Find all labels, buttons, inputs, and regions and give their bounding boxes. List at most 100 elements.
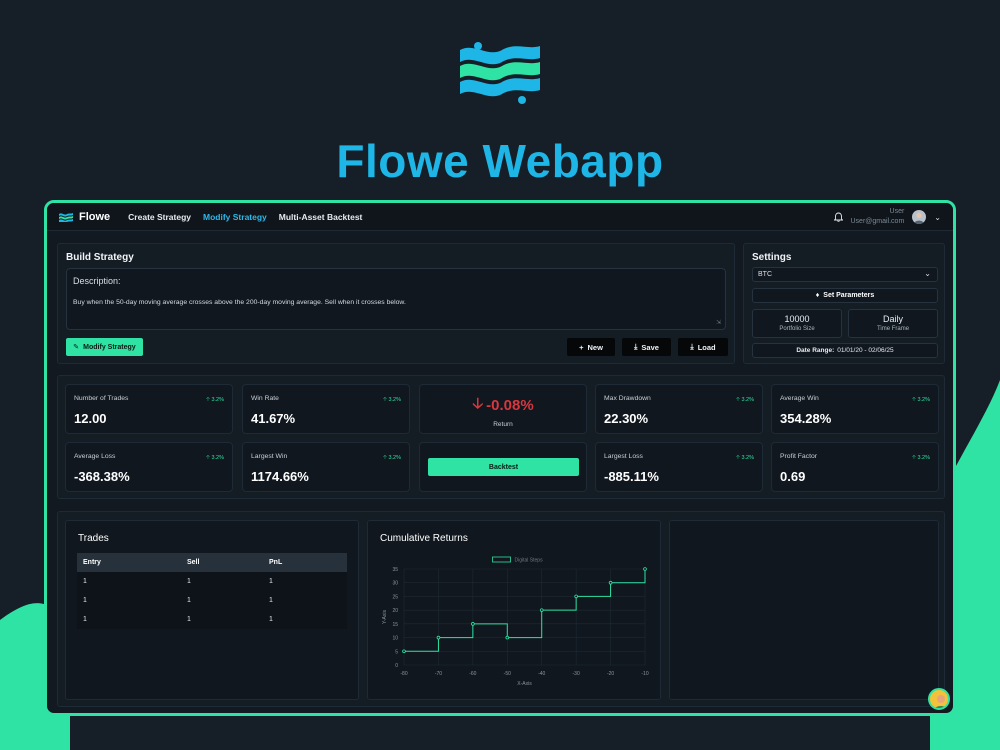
arrow-up-icon: 🡡: [911, 455, 916, 461]
legend-label: Digital Steps: [515, 558, 544, 564]
series-line: [404, 569, 646, 652]
settings-title: Settings: [752, 252, 792, 263]
save-button[interactable]: ⤓ Save: [622, 338, 671, 356]
y-tick-label: 5: [395, 649, 398, 655]
data-point: [539, 608, 544, 612]
x-tick-label: -30: [573, 671, 580, 677]
download-icon: ⤓: [634, 342, 638, 351]
x-tick-label: -40: [538, 671, 545, 677]
flowe-logo-icon: [59, 212, 73, 222]
build-strategy-panel: Build Strategy Description: Buy when the…: [57, 243, 735, 364]
x-axis-label: X-Axis: [517, 681, 532, 687]
portfolio-size-field[interactable]: 10000 Portfolio Size: [752, 309, 842, 338]
stat-card-number-of-trades: Number of Trades 🡡 3.2% 12.00: [65, 384, 233, 434]
chevron-down-icon: ⌄: [924, 269, 931, 278]
y-tick-label: 25: [392, 594, 398, 600]
column-sell: Sell: [181, 553, 263, 572]
x-tick-label: -80: [400, 671, 407, 677]
modify-strategy-button[interactable]: ✎ Modify Strategy: [66, 338, 143, 356]
data-point: [643, 567, 647, 571]
cumulative-returns-chart[interactable]: 0 5 10 15 20 25 30 35 -80 -70 -60 -50 -40 -30 -20 -10 X-…: [368, 521, 662, 701]
download-icon: ⤓: [690, 342, 694, 351]
column-pnl: PnL: [263, 553, 347, 572]
arrow-up-icon: 🡡: [205, 397, 210, 403]
arrow-up-icon: 🡡: [205, 455, 210, 461]
load-button[interactable]: ⤓ Load: [678, 338, 728, 356]
user-info: User User@gmail.com: [851, 207, 905, 227]
brand[interactable]: Flowe: [59, 211, 110, 223]
user-email: User@gmail.com: [850, 218, 905, 225]
nav-create-strategy[interactable]: Create Strategy: [128, 211, 192, 222]
y-tick-label: 35: [392, 567, 398, 573]
data-point: [608, 580, 613, 585]
stat-card-profit-factor: Profit Factor 🡡 3.2% 0.69: [771, 442, 939, 492]
trades-title: Trades: [78, 533, 109, 544]
backtest-button[interactable]: Backtest: [428, 458, 579, 476]
asset-select[interactable]: BTC ⌄: [752, 267, 938, 282]
brand-name: Flowe: [79, 210, 111, 223]
avatar[interactable]: [912, 210, 927, 224]
stats-panel: Number of Trades 🡡 3.2% 12.00 Win Rate 🡡…: [57, 375, 945, 499]
bell-icon[interactable]: [833, 212, 843, 222]
tag-icon: ♦: [815, 292, 820, 299]
date-range-field[interactable]: Date Range: 01/01/20 - 02/06/25: [752, 343, 938, 358]
return-label: Return: [493, 421, 513, 428]
stat-card-average-loss: Average Loss 🡡 3.2% -368.38%: [65, 442, 233, 492]
y-tick-label: 20: [392, 608, 398, 614]
trades-table: Entry Sell PnL 1 1 1 1 1 1: [77, 553, 347, 629]
y-tick-label: 0: [395, 663, 398, 669]
chevron-down-icon[interactable]: ⌄: [934, 212, 941, 222]
trades-panel: Trades Entry Sell PnL 1 1 1: [65, 520, 359, 700]
plus-icon: +: [579, 342, 584, 352]
backtest-card: Backtest: [419, 442, 587, 492]
empty-panel: [669, 520, 939, 700]
arrow-up-icon: 🡡: [735, 455, 740, 461]
build-strategy-title: Build Strategy: [66, 252, 134, 263]
y-tick-label: 10: [392, 636, 398, 642]
description-textarea[interactable]: Description: Buy when the 50-day moving …: [66, 268, 726, 330]
new-button[interactable]: + New: [567, 338, 615, 356]
app-window: Flowe Create Strategy Modify Strategy Mu…: [44, 200, 956, 716]
resize-handle-icon[interactable]: ⇲: [715, 320, 721, 326]
arrow-up-icon: 🡡: [911, 397, 916, 403]
nav-multi-asset-backtest[interactable]: Multi-Asset Backtest: [278, 211, 363, 222]
table-row[interactable]: 1 1 1: [77, 572, 347, 591]
description-label: Description:: [73, 276, 121, 286]
floating-avatar-button[interactable]: [928, 688, 950, 710]
x-tick-label: -70: [435, 671, 442, 677]
table-row[interactable]: 1 1 1: [77, 591, 347, 610]
description-text: Buy when the 50-day moving average cross…: [73, 299, 406, 306]
x-tick-label: -10: [641, 671, 648, 677]
arrow-up-icon: 🡡: [382, 455, 387, 461]
data-point: [402, 649, 406, 654]
y-tick-label: 30: [392, 581, 398, 587]
stat-card-max-drawdown: Max Drawdown 🡡 3.2% 22.30%: [595, 384, 763, 434]
y-axis-label: Y-Axis: [382, 610, 388, 624]
top-navbar: Flowe Create Strategy Modify Strategy Mu…: [47, 203, 953, 231]
time-frame-field[interactable]: Daily Time Frame: [848, 309, 938, 338]
cumulative-returns-panel: Cumulative Returns 0 5 10 15 20 25 30 35 -80 -70 -…: [367, 520, 661, 700]
data-point: [574, 594, 578, 599]
return-card: 🡣 -0.08% Return: [419, 384, 587, 434]
stat-card-win-rate: Win Rate 🡡 3.2% 41.67%: [242, 384, 410, 434]
table-row[interactable]: 1 1 1: [77, 610, 347, 629]
arrow-up-icon: 🡡: [382, 397, 387, 403]
arrow-up-icon: 🡡: [735, 397, 740, 403]
legend-swatch: [492, 556, 511, 563]
data-point: [471, 622, 475, 626]
settings-panel: Settings BTC ⌄ ♦ Set Parameters 10000 Po…: [743, 243, 945, 364]
edit-icon: ✎: [73, 344, 80, 351]
y-tick-label: 15: [392, 622, 398, 628]
x-tick-label: -60: [469, 671, 476, 677]
nav-modify-strategy[interactable]: Modify Strategy: [203, 211, 267, 222]
set-parameters-button[interactable]: ♦ Set Parameters: [752, 288, 938, 303]
cumulative-returns-title: Cumulative Returns: [380, 533, 468, 544]
data-point: [505, 635, 510, 640]
stat-card-largest-win: Largest Win 🡡 3.2% 1174.66%: [242, 442, 410, 492]
x-tick-label: -20: [607, 671, 614, 677]
column-entry: Entry: [77, 553, 181, 572]
data-point: [436, 635, 441, 640]
user-name: User: [889, 208, 905, 215]
stat-card-average-win: Average Win 🡡 3.2% 354.28%: [771, 384, 939, 434]
x-tick-label: -50: [504, 671, 511, 677]
